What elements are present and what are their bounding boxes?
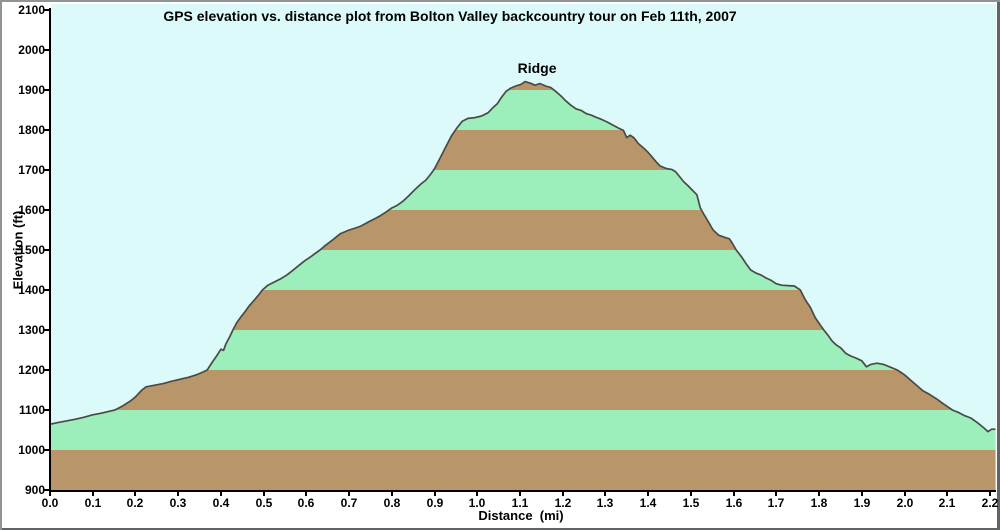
x-tick-label: 1.5 [682,496,700,510]
x-tick-mark [946,492,948,496]
x-tick-mark [220,492,222,496]
x-tick-mark [177,492,179,496]
y-tick-mark [44,129,49,131]
y-tick-mark [44,169,49,171]
y-tick-mark [44,409,49,411]
elevation-band [51,170,996,210]
elevation-band [51,450,996,490]
y-tick-mark [44,249,49,251]
y-tick-mark [44,9,49,11]
y-tick-label: 1700 [18,163,45,177]
y-tick-label: 2100 [18,3,45,17]
x-tick-mark [263,492,265,496]
x-tick-mark [49,492,51,496]
elevation-band [51,90,996,130]
y-tick-mark [44,369,49,371]
y-tick-mark [44,449,49,451]
x-tick-label: 0.9 [426,496,444,510]
y-tick-label: 1200 [18,363,45,377]
y-tick-label: 1500 [18,243,45,257]
plot-area [51,4,996,490]
x-tick-label: 1.6 [725,496,743,510]
x-tick-label: 0.0 [41,496,59,510]
x-tick-label: 1.1 [511,496,529,510]
x-tick-mark [434,492,436,496]
chart-title: GPS elevation vs. distance plot from Bol… [163,8,737,24]
x-tick-mark [305,492,307,496]
y-tick-label: 1000 [18,443,45,457]
elevation-band [51,370,996,410]
x-tick-mark [690,492,692,496]
x-tick-mark [818,492,820,496]
x-tick-label: 0.5 [255,496,273,510]
y-tick-label: 1400 [18,283,45,297]
elevation-band [51,290,996,330]
y-tick-label: 900 [24,483,45,497]
y-tick-mark [44,89,49,91]
ridge-annotation: Ridge [517,60,557,76]
elevation-band [51,130,996,170]
y-tick-mark [44,329,49,331]
x-tick-label: 1.0 [468,496,486,510]
x-tick-label: 0.7 [340,496,358,510]
y-tick-mark [44,489,49,491]
y-tick-label: 1300 [18,323,45,337]
x-tick-mark [647,492,649,496]
elevation-curve [51,80,996,433]
x-tick-label: 0.1 [84,496,102,510]
x-tick-label: 0.3 [169,496,187,510]
y-tick-label: 1600 [18,203,45,217]
elevation-band [51,410,996,450]
x-tick-label: 0.6 [297,496,315,510]
y-axis-title: Elevation (ft) [10,210,26,290]
x-tick-mark [476,492,478,496]
x-axis-title: Distance (mi) [478,508,564,523]
elevation-profile-svg [51,80,996,490]
x-tick-label: 2.0 [896,496,914,510]
elevation-band [51,330,996,370]
y-tick-mark [44,209,49,211]
x-tick-mark [604,492,606,496]
x-tick-label: 0.8 [383,496,401,510]
x-tick-label: 1.7 [767,496,785,510]
x-tick-label: 1.4 [639,496,657,510]
x-tick-mark [92,492,94,496]
x-tick-mark [989,492,991,496]
x-tick-label: 0.4 [212,496,230,510]
x-tick-label: 0.2 [126,496,144,510]
y-tick-mark [44,289,49,291]
x-tick-label: 1.2 [554,496,572,510]
y-axis-line [49,8,51,492]
x-tick-mark [904,492,906,496]
x-axis-line [49,490,996,492]
elevation-band [51,250,996,290]
x-tick-mark [861,492,863,496]
x-tick-label: 1.8 [810,496,828,510]
x-tick-mark [348,492,350,496]
y-tick-label: 1100 [18,403,45,417]
x-tick-mark [733,492,735,496]
y-tick-mark [44,49,49,51]
y-tick-label: 1800 [18,123,45,137]
x-tick-label: 1.3 [596,496,614,510]
y-tick-label: 2000 [18,43,45,57]
elevation-band [51,81,996,90]
x-tick-mark [775,492,777,496]
x-tick-mark [562,492,564,496]
x-tick-mark [519,492,521,496]
x-tick-label: 2.2 [981,496,999,510]
x-tick-mark [134,492,136,496]
elevation-band [51,210,996,250]
x-tick-mark [391,492,393,496]
x-tick-label: 1.9 [853,496,871,510]
y-tick-label: 1900 [18,83,45,97]
x-tick-label: 2.1 [938,496,956,510]
